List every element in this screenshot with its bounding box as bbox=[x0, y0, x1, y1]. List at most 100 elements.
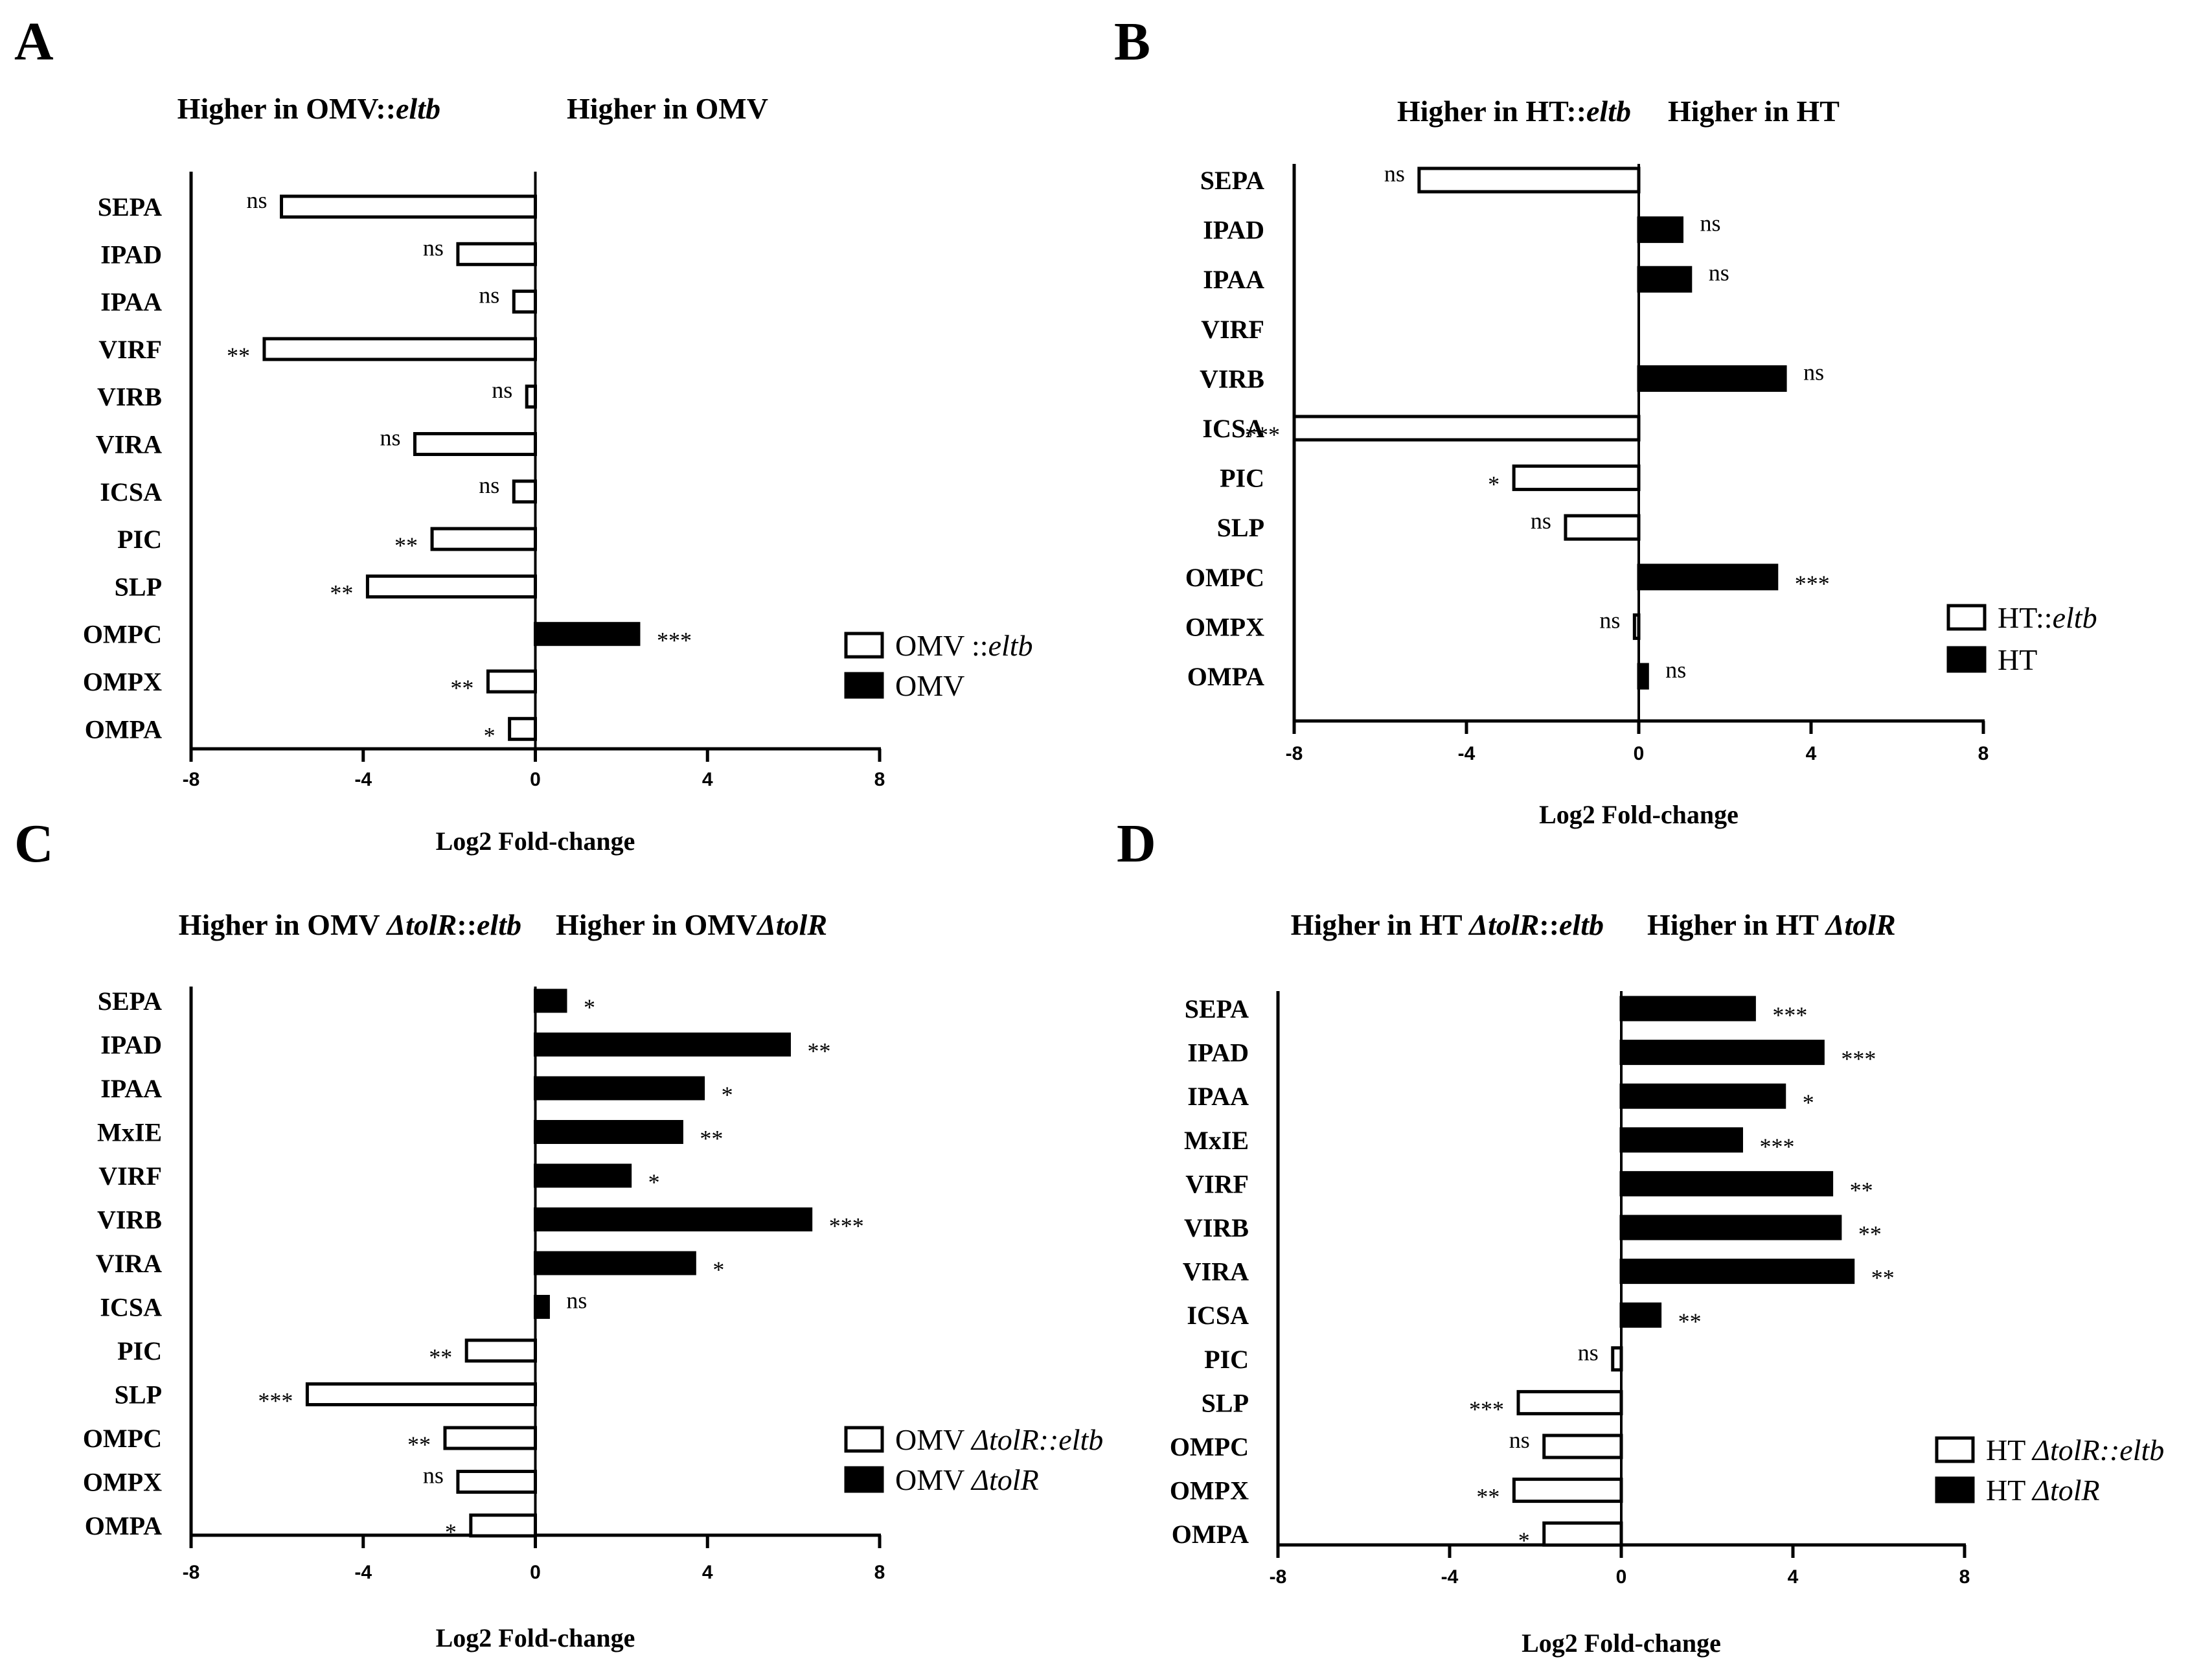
category-label-d-ipad: IPAD bbox=[1187, 1038, 1249, 1068]
significance-label-a-ipad: ns bbox=[423, 234, 444, 260]
category-label-c-icsa: ICSA bbox=[100, 1293, 162, 1322]
category-label-a-icsa: ICSA bbox=[100, 477, 162, 507]
significance-label-d-ompx: ** bbox=[1476, 1484, 1499, 1510]
x-tick-label-b-2: 0 bbox=[1634, 743, 1645, 764]
bar-c-ompa bbox=[469, 1513, 537, 1538]
bar-d-mxie bbox=[1619, 1127, 1743, 1153]
bar-a-pic bbox=[430, 527, 537, 551]
bar-c-ompc bbox=[443, 1426, 538, 1450]
significance-label-b-icsa: *** bbox=[1245, 422, 1280, 448]
x-tick-label-a-2: 0 bbox=[530, 769, 541, 790]
significance-label-c-virb: *** bbox=[829, 1213, 864, 1239]
significance-label-a-icsa: ns bbox=[479, 472, 499, 498]
category-label-b-ipad: IPAD bbox=[1203, 216, 1264, 245]
significance-label-d-slp: *** bbox=[1469, 1396, 1504, 1422]
category-label-b-virf: VIRF bbox=[1201, 315, 1264, 344]
significance-label-c-pic: ** bbox=[429, 1344, 452, 1370]
bar-a-virb bbox=[525, 384, 538, 409]
category-label-a-vira: VIRA bbox=[96, 430, 162, 459]
category-label-c-ompc: OMPC bbox=[83, 1424, 162, 1453]
significance-label-c-sepa: * bbox=[584, 994, 595, 1020]
significance-label-d-pic: ns bbox=[1578, 1340, 1599, 1365]
bar-a-virf bbox=[262, 337, 537, 361]
header-right-d: Higher in HT ΔtolR bbox=[1647, 908, 1896, 941]
category-label-c-virf: VIRF bbox=[98, 1161, 162, 1191]
legend-swatch-a-0 bbox=[844, 632, 884, 659]
category-label-a-ompx: OMPX bbox=[83, 667, 162, 696]
category-label-b-slp: SLP bbox=[1217, 513, 1264, 542]
category-label-c-pic: PIC bbox=[117, 1336, 162, 1365]
legend-swatch-a-1 bbox=[844, 672, 884, 699]
significance-label-b-ompa: ns bbox=[1665, 657, 1686, 683]
significance-label-d-mxie: *** bbox=[1760, 1134, 1795, 1160]
bar-c-sepa bbox=[534, 988, 567, 1013]
significance-label-a-ompc: *** bbox=[657, 628, 692, 654]
category-label-a-ompc: OMPC bbox=[83, 620, 162, 649]
significance-label-d-ipad: *** bbox=[1841, 1046, 1876, 1072]
bar-d-virf bbox=[1619, 1171, 1834, 1196]
category-label-a-slp: SLP bbox=[115, 572, 162, 601]
significance-label-d-ompc: ns bbox=[1509, 1427, 1530, 1453]
x-axis-title-b: Log2 Fold-change bbox=[1539, 800, 1739, 829]
category-label-b-ompc: OMPC bbox=[1185, 563, 1264, 592]
category-label-a-virb: VIRB bbox=[97, 382, 162, 411]
bar-c-icsa bbox=[534, 1295, 550, 1319]
significance-label-d-ipaa: * bbox=[1803, 1090, 1814, 1115]
bar-b-ompc bbox=[1637, 564, 1779, 591]
category-label-a-ipaa: IPAA bbox=[100, 288, 162, 317]
x-tick-label-d-4: 8 bbox=[1959, 1566, 1970, 1588]
bar-c-mxie bbox=[534, 1120, 683, 1144]
x-tick-label-a-1: -4 bbox=[354, 769, 372, 790]
category-label-a-pic: PIC bbox=[117, 525, 162, 554]
significance-label-b-sepa: ns bbox=[1384, 161, 1405, 187]
x-tick-label-a-0: -8 bbox=[183, 769, 200, 790]
category-label-b-sepa: SEPA bbox=[1200, 166, 1264, 195]
significance-label-c-ompa: * bbox=[445, 1519, 457, 1545]
panel-a: A Higher in OMV::eltb Higher in OMV -8 -4 0 4 8… bbox=[0, 0, 1101, 856]
category-label-c-slp: SLP bbox=[115, 1380, 162, 1410]
header-right-c: Higher in OMVΔtolR bbox=[556, 908, 827, 941]
bar-a-icsa bbox=[512, 479, 537, 504]
x-tick-label-b-4: 8 bbox=[1978, 743, 1989, 764]
x-tick-label-b-1: -4 bbox=[1458, 743, 1476, 764]
bar-b-slp bbox=[1564, 514, 1641, 541]
significance-label-a-vira: ns bbox=[380, 425, 400, 451]
legend-label-c-1: OMV ΔtolR bbox=[895, 1463, 1039, 1496]
significance-label-d-virf: ** bbox=[1850, 1177, 1873, 1203]
significance-label-d-icsa: ** bbox=[1678, 1308, 1702, 1334]
bar-d-ompx bbox=[1512, 1478, 1623, 1503]
significance-label-b-ompc: *** bbox=[1795, 571, 1830, 597]
category-label-d-virf: VIRF bbox=[1185, 1169, 1249, 1198]
category-label-d-ompa: OMPA bbox=[1172, 1520, 1249, 1549]
category-label-c-virb: VIRB bbox=[97, 1205, 162, 1235]
category-label-d-sepa: SEPA bbox=[1185, 994, 1249, 1023]
category-label-d-ompx: OMPX bbox=[1170, 1476, 1249, 1505]
panel-letter-c: C bbox=[14, 814, 54, 874]
significance-label-a-virf: ** bbox=[227, 343, 250, 369]
significance-label-c-virf: * bbox=[648, 1169, 660, 1195]
x-tick-label-c-4: 8 bbox=[874, 1562, 885, 1583]
legend-swatch-b-0 bbox=[1946, 604, 1987, 631]
category-label-c-ompx: OMPX bbox=[83, 1468, 162, 1497]
header-left-c: Higher in OMV ΔtolR::eltb bbox=[179, 908, 521, 941]
bar-d-virb bbox=[1619, 1215, 1842, 1240]
x-tick-label-a-4: 8 bbox=[874, 769, 885, 790]
significance-label-c-mxie: ** bbox=[700, 1126, 723, 1152]
x-tick-label-c-3: 4 bbox=[702, 1562, 713, 1583]
bar-b-virb bbox=[1637, 365, 1787, 392]
panel-letter-d: D bbox=[1117, 814, 1156, 874]
legend-label-b-0: HT::eltb bbox=[1998, 601, 2097, 634]
category-label-d-pic: PIC bbox=[1204, 1345, 1249, 1374]
category-label-d-ompc: OMPC bbox=[1170, 1432, 1249, 1461]
header-left-b: Higher in HT::eltb bbox=[1397, 95, 1631, 128]
category-label-d-slp: SLP bbox=[1202, 1388, 1249, 1417]
category-label-a-ompa: OMPA bbox=[85, 714, 162, 744]
category-label-b-pic: PIC bbox=[1220, 464, 1264, 493]
x-tick-label-c-1: -4 bbox=[354, 1562, 372, 1583]
panel-letter-b: B bbox=[1114, 12, 1150, 72]
x-tick-label-c-0: -8 bbox=[183, 1562, 200, 1583]
significance-label-c-ipad: ** bbox=[807, 1038, 830, 1064]
bar-d-ompc bbox=[1542, 1434, 1623, 1459]
